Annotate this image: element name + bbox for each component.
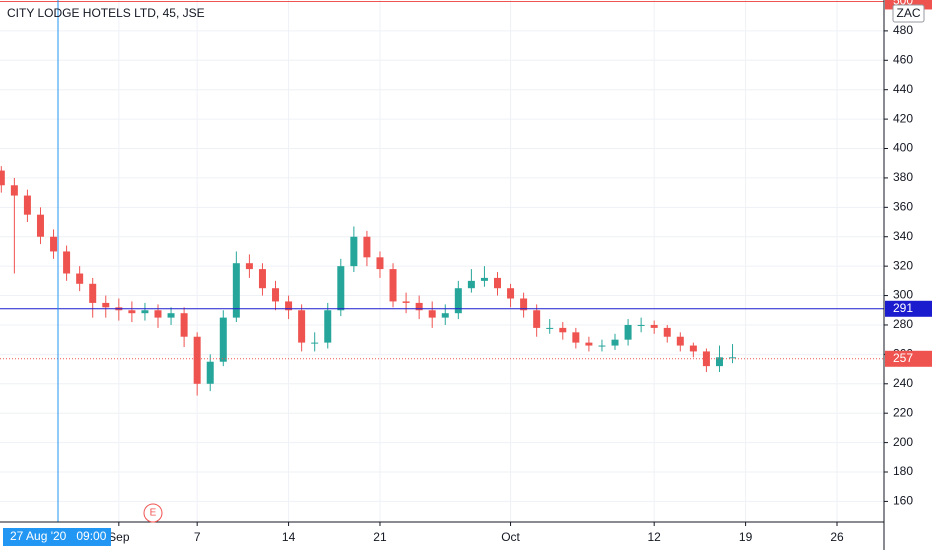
candle-body <box>585 342 593 346</box>
candle-body <box>102 302 110 308</box>
candle-body <box>0 170 5 186</box>
candle-body <box>507 288 515 299</box>
candle-body <box>546 327 554 329</box>
candle-body <box>676 336 684 346</box>
x-tick-label: 14 <box>282 530 296 544</box>
candle-body <box>663 327 671 337</box>
x-tick-label: 19 <box>739 530 753 544</box>
y-tick-label: 480 <box>893 23 913 37</box>
y-tick-label: 380 <box>893 170 913 184</box>
crosshair-label: 27 Aug '20 09:00 <box>10 529 107 543</box>
candle-body <box>480 277 488 281</box>
currency-box[interactable] <box>892 4 925 23</box>
price-label: 291 <box>893 301 913 315</box>
candle-body <box>493 277 501 289</box>
y-tick-label: 220 <box>893 405 913 419</box>
crosshair-label-box <box>3 528 111 546</box>
price-label: 257 <box>893 351 913 365</box>
candle-body <box>350 236 358 267</box>
event-marker-label[interactable]: E <box>150 508 157 519</box>
y-tick-label: 440 <box>893 82 913 96</box>
y-tick-label: 240 <box>893 376 913 390</box>
candle-body <box>415 302 423 311</box>
y-tick-label: 180 <box>893 464 913 478</box>
x-tick-label: 7 <box>194 530 201 544</box>
candle-body <box>520 298 528 311</box>
y-tick-label: 160 <box>893 494 913 508</box>
candle-body <box>715 357 723 367</box>
candle-body <box>232 263 240 318</box>
event-marker[interactable] <box>143 503 163 523</box>
candle-body <box>258 269 266 289</box>
candle-body <box>50 236 58 252</box>
y-tick-label: 200 <box>893 435 913 449</box>
y-tick-label: 360 <box>893 200 913 214</box>
candle-body <box>702 351 710 367</box>
candle-body <box>337 266 345 311</box>
candle-body <box>63 251 71 274</box>
candle-body <box>285 301 293 311</box>
y-tick-label: 280 <box>893 317 913 331</box>
candle-body <box>689 345 697 352</box>
candle-body <box>611 339 619 346</box>
candle-body <box>298 310 306 343</box>
candle-body <box>154 310 162 318</box>
y-tick-label: 340 <box>893 229 913 243</box>
candle-body <box>311 342 319 344</box>
candle-body <box>219 317 227 362</box>
candle-body <box>441 313 449 318</box>
candle-body <box>89 283 97 303</box>
candle-body <box>650 324 658 328</box>
y-tick-label: 400 <box>893 141 913 155</box>
axes: 1601802002202402602803003203403603804004… <box>108 0 932 544</box>
candle-body <box>533 310 541 328</box>
x-tick-label: Oct <box>501 530 520 544</box>
candle-body <box>637 324 645 326</box>
candle-body <box>376 257 384 270</box>
candle-body <box>363 236 371 258</box>
candle-body <box>324 310 332 343</box>
candle-body <box>624 324 632 340</box>
candle-body <box>559 327 567 333</box>
candle-body <box>76 273 84 284</box>
candle-body <box>36 214 44 237</box>
grid <box>0 0 884 522</box>
candle-body <box>245 263 253 270</box>
candle-body <box>598 345 606 347</box>
candle-body <box>23 195 31 215</box>
candle-body <box>193 336 201 384</box>
x-tick-label: 12 <box>648 530 662 544</box>
candle-body <box>428 310 436 318</box>
price-label-box <box>885 300 932 317</box>
y-tick-label: 320 <box>893 258 913 272</box>
candle-body <box>572 332 580 343</box>
candle-body <box>167 313 175 318</box>
y-tick-label: 300 <box>893 288 913 302</box>
x-tick-label: 21 <box>373 530 387 544</box>
candle-body <box>454 288 462 314</box>
candle-body <box>128 310 136 314</box>
candle-body <box>10 185 18 196</box>
candles <box>0 0 884 396</box>
x-tick-label: 26 <box>830 530 844 544</box>
candle-body <box>272 288 280 302</box>
candle-body <box>389 269 397 302</box>
currency-label[interactable]: ZAC <box>897 6 921 20</box>
price-label: 500 <box>893 0 913 8</box>
chart-title: CITY LODGE HOTELS LTD, 45, JSE <box>7 6 205 20</box>
candle-body <box>141 310 149 314</box>
price-label-box <box>885 350 932 367</box>
candle-body <box>467 280 475 289</box>
y-tick-label: 420 <box>893 111 913 125</box>
candle-body <box>180 313 188 337</box>
candle-body <box>729 357 737 359</box>
candle-body <box>206 361 214 384</box>
candle-body <box>402 301 410 303</box>
x-tick-label: Sep <box>108 530 130 544</box>
y-tick-label: 460 <box>893 52 913 66</box>
